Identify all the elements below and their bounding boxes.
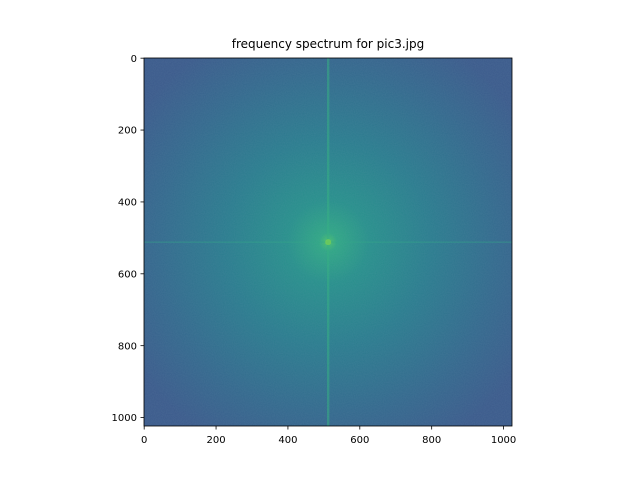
y-tick-label: 800	[118, 341, 137, 352]
y-tick-label: 600	[118, 269, 137, 280]
y-tick-label: 1000	[112, 413, 137, 424]
y-tick-label: 400	[118, 198, 137, 209]
x-tick-label: 800	[422, 435, 441, 446]
x-axis: 0 200 400 600 800 1000	[141, 426, 516, 446]
x-tick-label: 0	[141, 435, 147, 446]
y-axis: 0 200 400 600 800 1000	[112, 54, 144, 424]
y-tick-label: 0	[131, 54, 137, 65]
y-tick-label: 200	[118, 126, 137, 137]
chart-title: frequency spectrum for pic3.jpg	[232, 37, 424, 51]
x-tick-label: 600	[350, 435, 369, 446]
x-tick-label: 1000	[491, 435, 516, 446]
x-tick-label: 200	[207, 435, 226, 446]
x-tick-label: 400	[278, 435, 297, 446]
spectrum-peak-marker	[325, 239, 331, 245]
plot-area	[144, 58, 512, 426]
